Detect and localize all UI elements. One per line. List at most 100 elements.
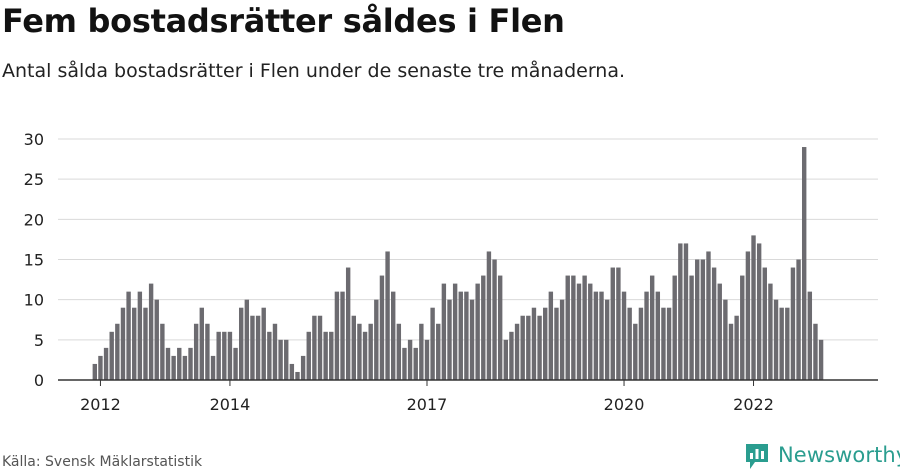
bar	[379, 275, 385, 380]
x-tick-label: 2014	[210, 395, 251, 414]
bar	[807, 291, 813, 380]
bar	[430, 307, 435, 380]
bar	[396, 323, 402, 380]
bar	[655, 291, 661, 380]
bar	[143, 307, 148, 380]
bar	[458, 291, 463, 380]
bar	[447, 299, 452, 380]
bar	[723, 299, 728, 380]
bar	[419, 323, 424, 380]
brand-name: Newsworthy	[778, 443, 900, 467]
bar	[300, 355, 306, 380]
bar	[362, 331, 368, 380]
bar	[120, 307, 126, 380]
bar	[289, 363, 295, 380]
bar	[683, 243, 689, 380]
bar	[492, 259, 497, 380]
bar	[773, 299, 779, 380]
bar	[132, 307, 137, 380]
bar	[616, 267, 621, 380]
bar	[115, 323, 120, 380]
bar	[216, 331, 221, 380]
bar	[98, 355, 103, 380]
bar	[801, 147, 807, 380]
bar	[711, 267, 717, 380]
bar	[137, 291, 143, 380]
bar	[227, 331, 233, 380]
bar	[751, 235, 756, 380]
bar	[334, 291, 340, 380]
bar	[644, 291, 649, 380]
y-tick-label: 15	[24, 251, 44, 270]
bar	[672, 275, 677, 380]
bar	[188, 347, 193, 380]
bar	[154, 299, 159, 380]
bar	[306, 331, 311, 380]
y-tick-label: 25	[24, 170, 44, 189]
bar	[92, 363, 98, 380]
bar	[165, 347, 171, 380]
bar	[520, 315, 525, 380]
bar	[244, 299, 250, 380]
bar	[649, 275, 655, 380]
bar	[796, 259, 801, 380]
chart-subtitle: Antal sålda bostadsrätter i Flen under d…	[2, 60, 626, 82]
data-label-last: 5	[822, 0, 832, 4]
bar	[441, 283, 447, 380]
bar-chart: 0 5 10 15 20 25 30 2012 2014 2017 2020 2022 5	[24, 0, 878, 414]
bar	[514, 323, 520, 380]
source-note: Källa: Svensk Mäklarstatistik	[2, 454, 203, 470]
bar	[728, 323, 734, 380]
bar	[385, 251, 390, 380]
bar	[706, 251, 711, 380]
x-tick-label: 2022	[733, 395, 774, 414]
bar	[593, 291, 599, 380]
bar	[351, 315, 356, 380]
y-tick-label: 20	[24, 210, 44, 229]
bar	[497, 275, 503, 380]
bar	[368, 323, 373, 380]
bar	[255, 315, 261, 380]
bar	[323, 331, 328, 380]
bar	[621, 291, 627, 380]
bar	[402, 347, 407, 380]
bar	[666, 307, 672, 380]
bar	[193, 323, 199, 380]
newsworthy-logo: Newsworthy	[744, 440, 900, 470]
bar	[374, 299, 379, 380]
bar	[391, 291, 396, 380]
bar	[627, 307, 632, 380]
bar	[357, 323, 362, 380]
bar	[790, 267, 796, 380]
bar	[148, 283, 154, 380]
bar	[222, 331, 227, 380]
bar	[526, 315, 531, 380]
bar	[559, 299, 565, 380]
bar	[272, 323, 278, 380]
bar	[340, 291, 345, 380]
x-tick-label: 2017	[407, 395, 448, 414]
bar	[638, 307, 644, 380]
bar	[734, 315, 739, 380]
bar	[278, 339, 283, 380]
bar	[661, 307, 666, 380]
bar	[700, 259, 706, 380]
bar	[548, 291, 554, 380]
bar	[267, 331, 272, 380]
bar	[199, 307, 204, 380]
bar	[481, 275, 486, 380]
bar	[610, 267, 615, 380]
bar	[250, 315, 255, 380]
bar	[604, 299, 610, 380]
bar	[103, 347, 109, 380]
bar	[745, 251, 751, 380]
bar	[205, 323, 210, 380]
bar	[565, 275, 570, 380]
bar	[678, 243, 683, 380]
bar	[813, 323, 818, 380]
bar	[436, 323, 441, 380]
bar	[633, 323, 638, 380]
bar	[126, 291, 131, 380]
newsworthy-logo-icon	[746, 444, 768, 469]
bar	[261, 307, 266, 380]
